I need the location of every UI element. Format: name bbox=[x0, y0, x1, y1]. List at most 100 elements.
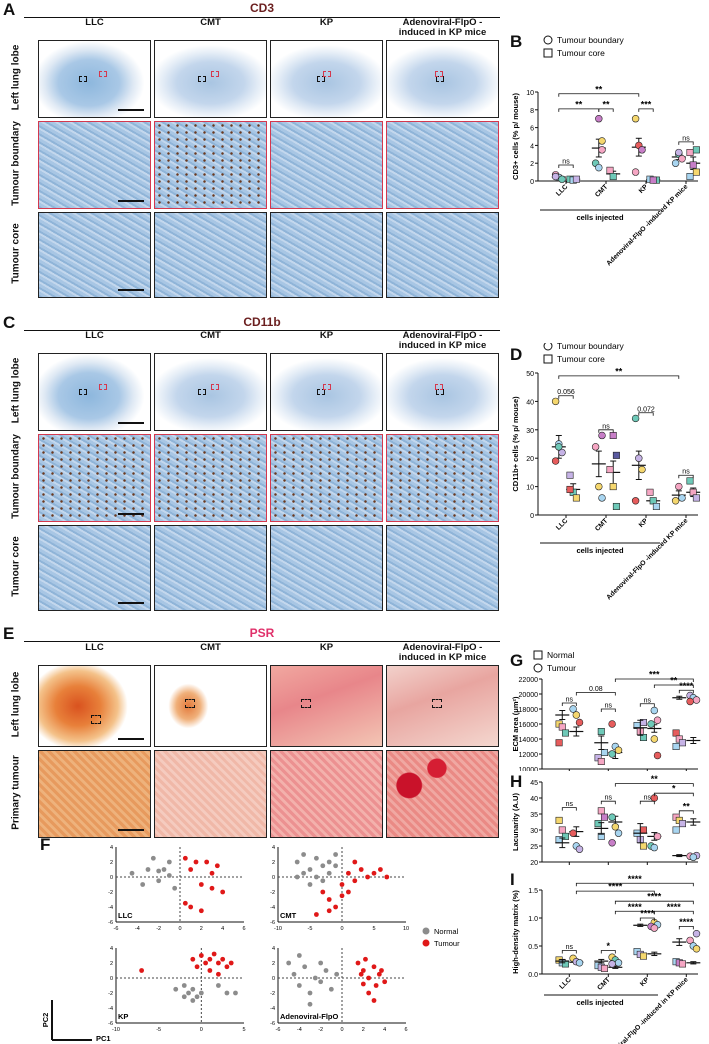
data-point bbox=[608, 960, 616, 968]
legend-label: Tumour bbox=[547, 663, 576, 673]
pca-point-normal bbox=[216, 983, 221, 988]
data-point bbox=[608, 839, 616, 847]
pca-y-tick-label: 2 bbox=[272, 961, 275, 967]
pca-point-tumour bbox=[358, 971, 364, 977]
data-point bbox=[692, 168, 700, 176]
data-point bbox=[594, 820, 602, 828]
significance-label: ns bbox=[566, 801, 574, 808]
pca-point-tumour bbox=[371, 870, 377, 876]
pca-x-tick-label: -6 bbox=[276, 1027, 281, 1033]
legend-marker bbox=[543, 35, 553, 45]
legend-marker bbox=[422, 927, 430, 935]
data-point bbox=[558, 175, 566, 183]
y-tick-label: 35 bbox=[530, 812, 538, 819]
panel-a-title: CD3 bbox=[249, 1, 274, 15]
pca-point-normal bbox=[190, 986, 196, 992]
x-axis-label: cells injected bbox=[576, 998, 624, 1007]
roi-box bbox=[301, 698, 311, 708]
pca-point-normal bbox=[294, 859, 300, 865]
significance-label: ** bbox=[575, 99, 583, 109]
significance-label: * bbox=[607, 941, 611, 951]
micrograph-tile bbox=[38, 665, 151, 747]
pca-subplot-label: LLC bbox=[118, 911, 133, 920]
data-point bbox=[631, 414, 640, 423]
data-point bbox=[678, 820, 686, 828]
significance-bracket bbox=[575, 890, 655, 895]
y-tick-label: 20000 bbox=[519, 692, 539, 699]
column-label: Adenoviral-FlpO -induced in KP mice bbox=[398, 642, 487, 664]
pca-point-normal bbox=[181, 994, 187, 1000]
micrograph-tile bbox=[270, 121, 383, 209]
data-point bbox=[672, 826, 680, 834]
data-point bbox=[671, 497, 680, 505]
significance-label: ** bbox=[683, 801, 691, 811]
pca-point-normal bbox=[181, 983, 187, 988]
pca-y-tick-label: -6 bbox=[108, 1021, 113, 1027]
data-point bbox=[572, 711, 581, 719]
scale-bar bbox=[118, 422, 144, 424]
micrograph-tile bbox=[38, 212, 151, 298]
legend-marker bbox=[543, 343, 553, 351]
data-point bbox=[558, 826, 566, 834]
micrograph-tile bbox=[270, 434, 383, 522]
scale-bar bbox=[118, 200, 144, 202]
y-tick-label: 18000 bbox=[519, 707, 539, 714]
significance-label: **** bbox=[628, 874, 643, 884]
significance-bracket bbox=[639, 917, 655, 921]
pc2-label: PC2 bbox=[41, 1013, 50, 1028]
data-point bbox=[598, 494, 606, 502]
data-point bbox=[600, 749, 608, 757]
data-point bbox=[569, 705, 577, 713]
legend-label: Tumour core bbox=[557, 48, 605, 58]
column-label: LLC bbox=[85, 642, 104, 653]
roi-box bbox=[432, 698, 442, 708]
data-point bbox=[609, 173, 617, 181]
y-tick-label: 20 bbox=[526, 456, 534, 463]
data-point bbox=[608, 750, 616, 758]
y-axis-label: CD3+ cells (% p/ mouse) bbox=[511, 93, 520, 180]
roi-box bbox=[185, 698, 195, 708]
pca-point-normal bbox=[312, 975, 318, 981]
micrograph-tile bbox=[270, 40, 383, 118]
category-label: Adenoviral-FlpO -induced KP mice bbox=[606, 517, 690, 601]
pca-y-tick-label: -2 bbox=[108, 890, 113, 896]
roi-box bbox=[198, 389, 206, 396]
pca-point-normal bbox=[194, 994, 200, 1000]
data-point bbox=[653, 716, 662, 724]
data-point bbox=[672, 729, 680, 737]
micrograph-tile bbox=[38, 750, 151, 838]
pca-point-tumour bbox=[182, 900, 188, 906]
roi-box bbox=[91, 715, 101, 725]
pca-point-tumour bbox=[203, 960, 209, 966]
pca-point-normal bbox=[326, 859, 332, 865]
pca-point-normal bbox=[161, 867, 167, 872]
significance-label: **** bbox=[640, 909, 655, 919]
pca-point-normal bbox=[328, 986, 334, 992]
micrograph-tile bbox=[386, 525, 499, 611]
significance-bracket bbox=[614, 900, 694, 905]
data-point bbox=[595, 114, 603, 123]
data-point bbox=[575, 959, 584, 967]
roi-box bbox=[99, 383, 107, 390]
pca-point-tumour bbox=[207, 968, 213, 973]
legend-label: Normal bbox=[434, 927, 459, 936]
column-label: CMT bbox=[200, 17, 221, 28]
panel-g-label: G bbox=[510, 651, 524, 670]
y-tick-label: 12000 bbox=[519, 752, 539, 759]
pca-point-normal bbox=[301, 852, 306, 857]
panel-a-rule bbox=[24, 17, 500, 18]
data-point bbox=[678, 155, 686, 163]
pca-point-normal bbox=[224, 990, 230, 996]
category-label: LLC bbox=[555, 517, 569, 531]
micrograph-tile bbox=[270, 525, 383, 611]
pca-point-normal bbox=[166, 859, 172, 865]
pca-point-tumour bbox=[352, 878, 358, 884]
roi-box bbox=[435, 383, 443, 390]
pca-y-tick-label: -6 bbox=[270, 1021, 275, 1027]
micrograph-tile bbox=[154, 40, 267, 118]
pca-point-normal bbox=[314, 855, 319, 861]
significance-label: ns bbox=[605, 703, 613, 710]
pca-y-tick-label: 0 bbox=[110, 875, 113, 881]
category-label: LLC bbox=[558, 976, 572, 990]
significance-bracket bbox=[575, 692, 616, 696]
